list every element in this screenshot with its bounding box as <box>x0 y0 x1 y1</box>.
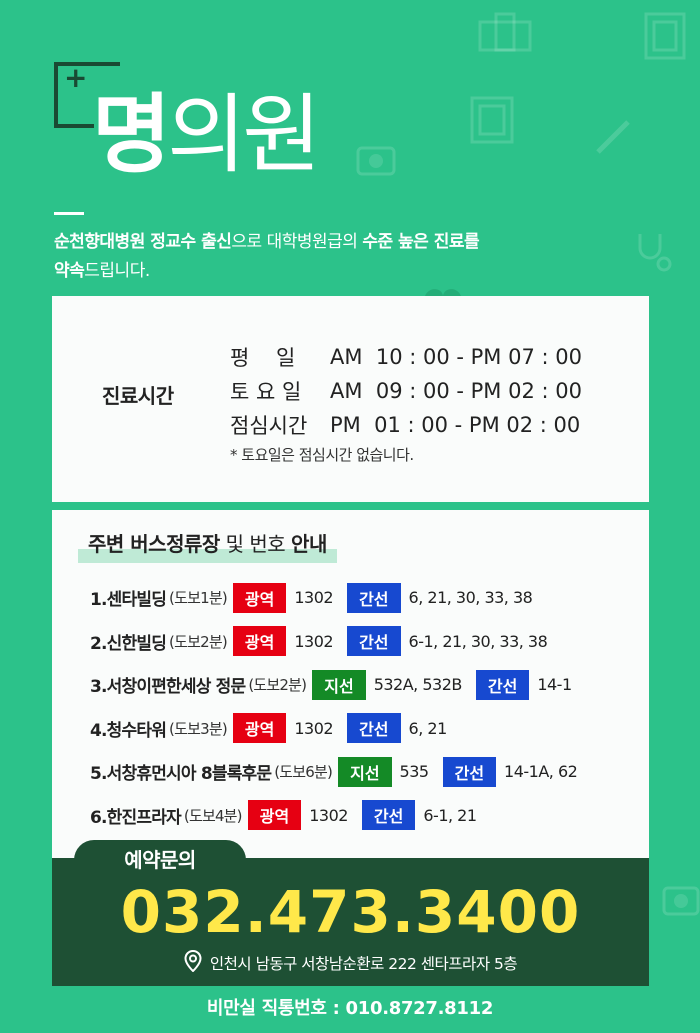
divider <box>54 212 84 215</box>
bus-stop-name: 6.한진프라자 <box>90 807 182 828</box>
bus-route-numbers: 6-1, 21, 30, 33, 38 <box>408 631 548 651</box>
plus-icon: + <box>64 61 88 94</box>
bus-route-numbers: 14-1 <box>537 675 572 695</box>
logo-name-light: 의원 <box>167 85 321 185</box>
bus-card: 주변 버스정류장 및 번호 안내 1.센타빌딩 (도보1분) 광역 1302 간선 6, … <box>52 510 649 870</box>
clinic-logo-title: 명의원 <box>92 92 321 178</box>
hours-day: 토 요 일 <box>230 380 302 404</box>
bus-type-badge: 간선 <box>347 713 401 744</box>
hours-day: 평 일 <box>230 346 296 370</box>
first-aid-kit-icon-2 <box>662 880 700 916</box>
bus-stop-row: 1.센타빌딩 (도보1분) 광역 1302 간선 6, 21, 30, 33, 38 <box>90 576 591 620</box>
address: 인천시 남동구 서창남순환로 222 센타프라자 5층 <box>52 949 649 976</box>
bus-stop-walk-time: (도보1분) <box>169 589 228 608</box>
bus-stop-walk-time: (도보6분) <box>274 763 333 782</box>
stethoscope-icon <box>634 230 674 274</box>
bus-stop-name: 2.신한빌딩 <box>90 633 167 654</box>
bus-route-numbers: 532A, 532B <box>373 675 463 695</box>
bus-type-badge: 광역 <box>232 582 287 613</box>
bus-title: 주변 버스정류장 및 번호 안내 <box>78 528 337 563</box>
hours-time: PM 01 : 00 - PM 02 : 00 <box>330 413 581 437</box>
intro-text-5: 드립니다. <box>84 261 150 281</box>
hours-label-wrap: 진료시간 <box>90 380 186 415</box>
logo-bracket-bottom <box>54 124 94 128</box>
bus-type-badge: 간선 <box>475 669 530 700</box>
hours-row: 토 요 일 AM 09 : 00 - PM 02 : 00 <box>230 374 582 408</box>
bus-type-badge: 광역 <box>232 713 287 744</box>
intro-text-2: 으로 대학병원급의 <box>231 232 363 252</box>
hours-card: 진료시간 평 일 AM 10 : 00 - PM 07 : 00 토 요 일 A… <box>52 296 649 502</box>
intro-text: 순천향대병원 정교수 출신으로 대학병원급의 수준 높은 진료를 약속드립니다. <box>54 228 614 286</box>
bus-stop-list: 1.센타빌딩 (도보1분) 광역 1302 간선 6, 21, 30, 33, 38 2.신… <box>90 576 591 837</box>
bus-route-numbers: 1302 <box>294 631 334 651</box>
bus-type-badge: 광역 <box>232 626 287 657</box>
bus-stop-row: 2.신한빌딩 (도보2분) 광역 1302 간선 6-1, 21, 30, 33, 38 <box>90 620 591 664</box>
hours-row: 평 일 AM 10 : 00 - PM 07 : 00 <box>230 340 582 374</box>
intro-bold-4: 약속 <box>54 261 85 281</box>
bus-type-badge: 간선 <box>347 626 401 657</box>
bus-title-bold-2: 안내 <box>291 532 327 556</box>
bus-stop-name: 4.청수타워 <box>90 720 167 741</box>
bus-route-numbers: 6, 21 <box>408 718 448 738</box>
bus-stop-walk-time: (도보3분) <box>169 719 228 738</box>
bus-stop-row: 5.서창휴먼시아 8블록후문 (도보6분) 지선 535 간선 14-1A, 62 <box>90 750 591 794</box>
reservation-box: 032.473.3400 인천시 남동구 서창남순환로 222 센타프라자 5층 <box>52 858 649 986</box>
bus-type-badge: 간선 <box>442 756 497 787</box>
bus-type-badge: 지선 <box>312 669 366 700</box>
intro-bold-3: 수준 높은 진료를 <box>362 232 480 252</box>
xray-icon-2 <box>470 96 514 144</box>
bus-stop-walk-time: (도보2분) <box>169 632 228 651</box>
hours-time: AM 10 : 00 - PM 07 : 00 <box>330 345 582 369</box>
xray-icon <box>644 12 686 60</box>
hours-day: 점심시간 <box>230 414 308 438</box>
bus-title-bold-1: 주변 버스정류장 <box>88 532 220 556</box>
bus-type-badge: 지선 <box>338 756 392 787</box>
intro-bold-1: 순천향대병원 정교수 출신 <box>54 232 232 252</box>
reservation-tab: 예약문의 <box>74 840 246 880</box>
hours-row: 점심시간 PM 01 : 00 - PM 02 : 00 <box>230 408 582 442</box>
syringe-icon <box>594 116 634 156</box>
hours-label: 진료시간 <box>90 380 186 415</box>
bus-stop-name: 3.서창이편한세상 정문 <box>90 677 246 698</box>
hours-note: * 토요일은 점심시간 없습니다. <box>230 446 414 464</box>
bus-route-numbers: 1302 <box>309 805 348 825</box>
bus-route-numbers: 14-1A, 62 <box>504 762 578 782</box>
bus-stop-row: 6.한진프라자 (도보4분) 광역 1302 간선 6-1, 21 <box>90 794 591 838</box>
logo-name-strong: 명 <box>92 85 171 185</box>
bus-route-numbers: 1302 <box>294 588 334 608</box>
bus-stop-walk-time: (도보2분) <box>248 676 307 695</box>
bus-title-wrap: 주변 버스정류장 및 번호 안내 <box>78 528 337 563</box>
logo-bracket <box>54 62 120 128</box>
address-text: 인천시 남동구 서창남순환로 222 센타프라자 5층 <box>209 955 518 973</box>
bus-stop-name: 5.서창휴먼시아 8블록후문 <box>90 764 272 785</box>
bus-stop-name: 1.센타빌딩 <box>90 590 167 611</box>
bus-type-badge: 광역 <box>247 800 302 831</box>
hours-table: 평 일 AM 10 : 00 - PM 07 : 00 토 요 일 AM 09 … <box>230 340 582 442</box>
bus-route-numbers: 1302 <box>294 718 334 738</box>
bus-stop-row: 3.서창이편한세상 정문 (도보2분) 지선 532A, 532B 간선 14-1 <box>90 663 591 707</box>
bus-stop-walk-time: (도보4분) <box>183 806 243 825</box>
hospital-icon <box>478 12 532 52</box>
bus-route-numbers: 6, 21, 30, 33, 38 <box>408 588 533 608</box>
direct-line[interactable]: 비만실 직통번호 : 010.8727.8112 <box>206 998 494 1019</box>
bus-route-numbers: 535 <box>399 762 430 782</box>
bus-stop-row: 4.청수타워 (도보3분) 광역 1302 간선 6, 21 <box>90 707 591 751</box>
hours-time: AM 09 : 00 - PM 02 : 00 <box>330 379 582 403</box>
location-pin-icon <box>184 949 202 976</box>
phone-number[interactable]: 032.473.3400 <box>120 878 581 946</box>
bus-type-badge: 간선 <box>347 582 401 613</box>
first-aid-kit-icon <box>356 140 396 176</box>
bus-title-mid: 및 번호 <box>219 532 292 556</box>
bus-type-badge: 간선 <box>361 800 416 831</box>
bus-route-numbers: 6-1, 21 <box>423 805 477 825</box>
